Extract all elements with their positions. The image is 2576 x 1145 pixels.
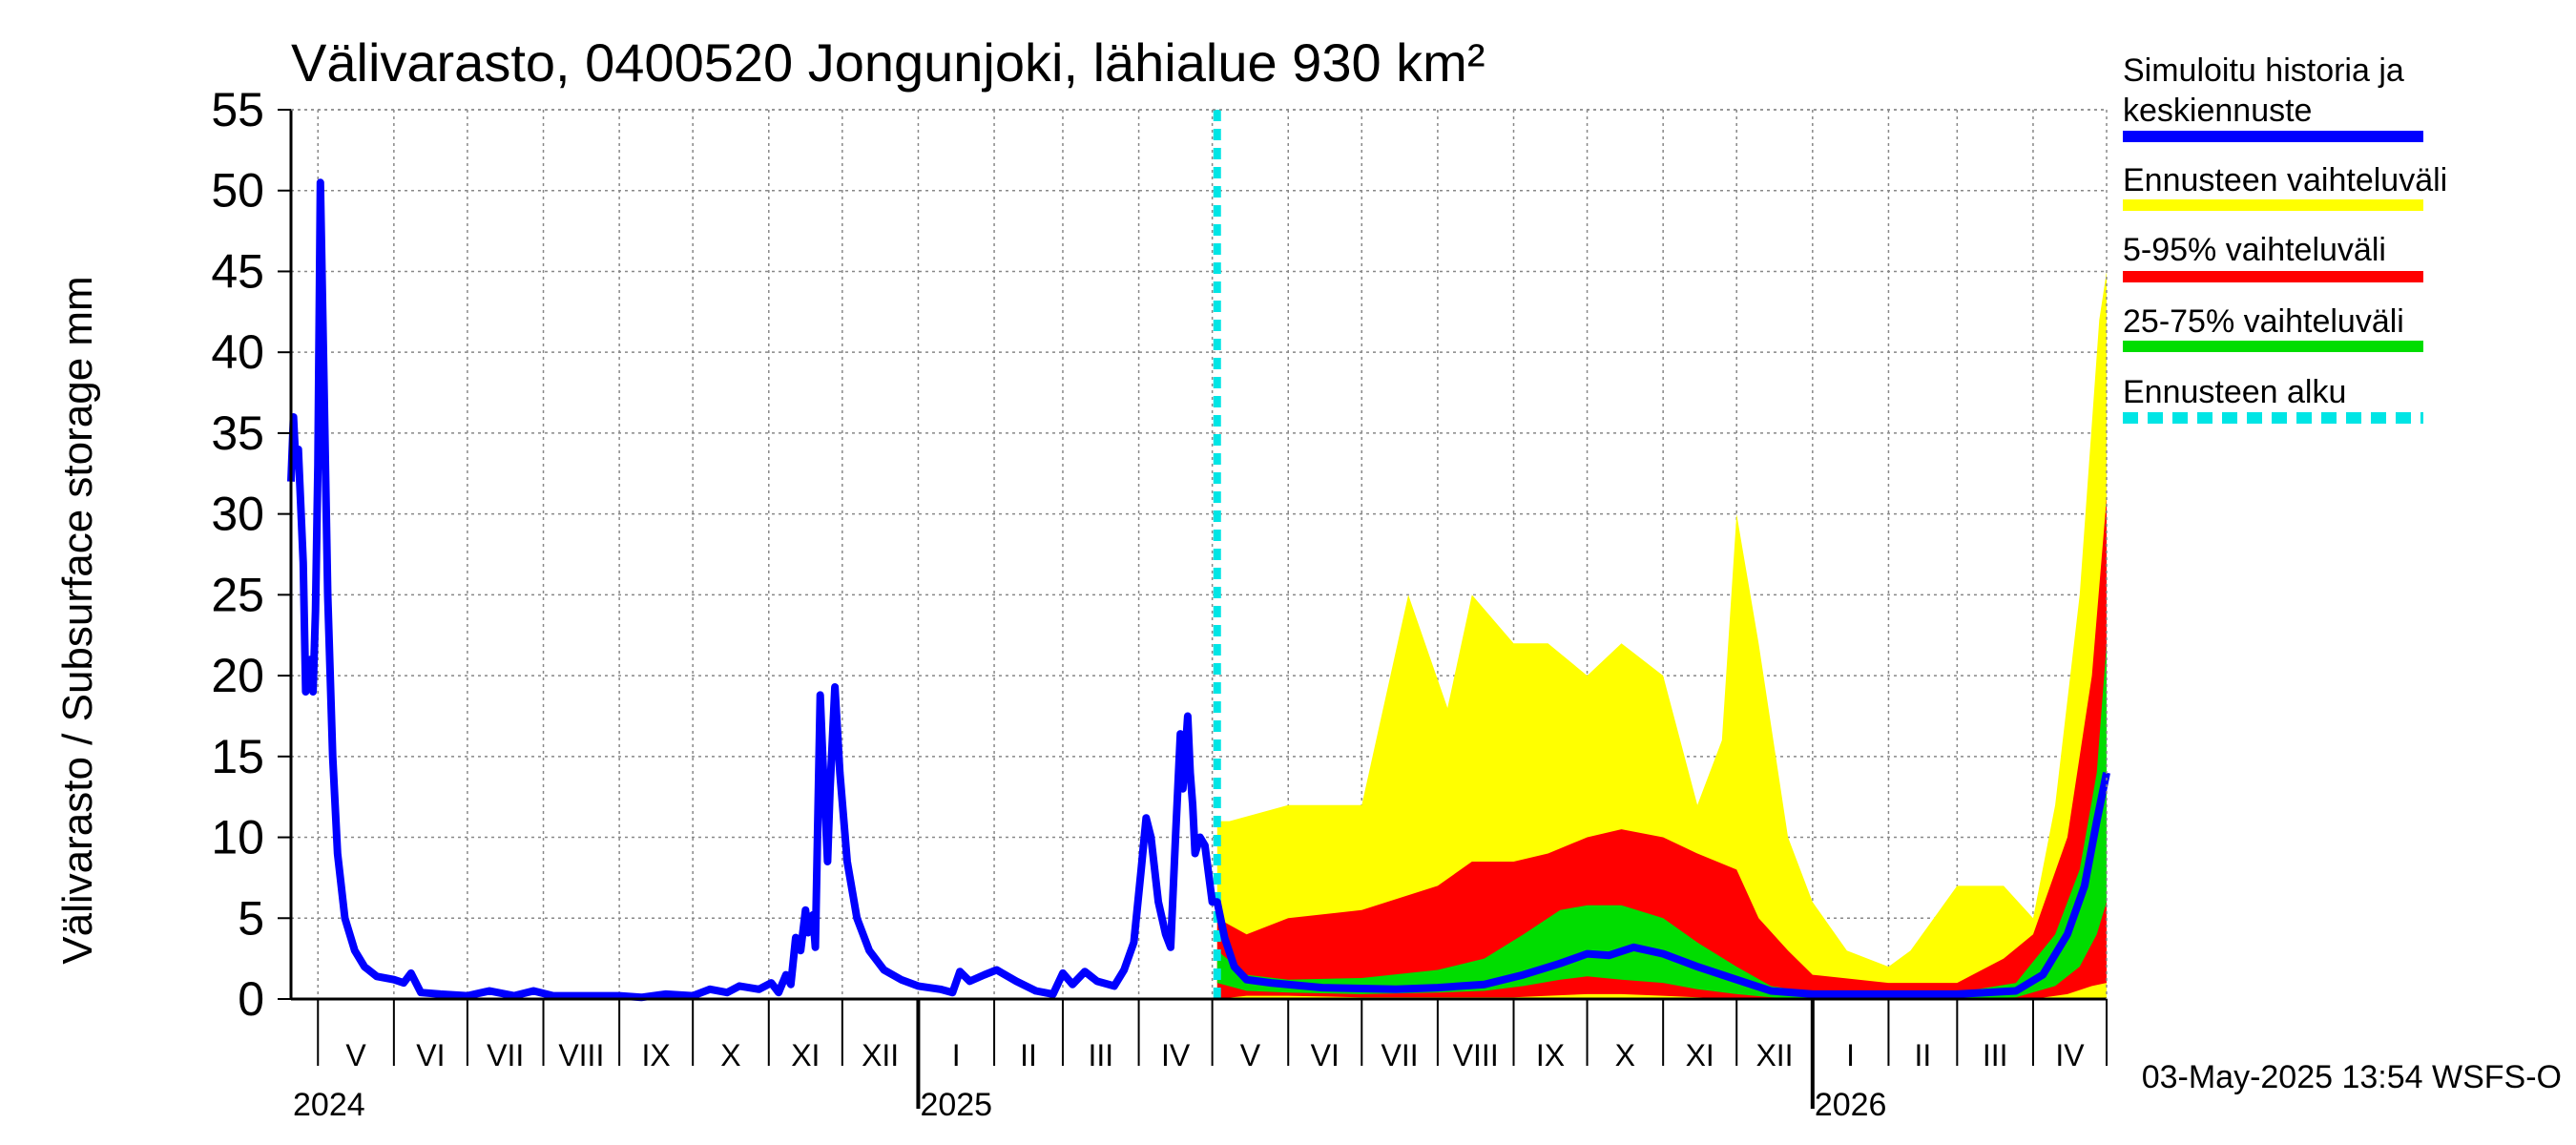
month-label: IX (1536, 1038, 1565, 1072)
month-label: XI (791, 1038, 820, 1072)
legend-label: Ennusteen vaihteluväli (2123, 162, 2447, 198)
month-label: II (1914, 1038, 1931, 1072)
legend: Simuloitu historia ja keskiennuste Ennuste… (2123, 52, 2447, 424)
grid (291, 109, 2107, 999)
y-tick-label: 35 (211, 406, 264, 460)
forecast-bands (1216, 271, 2107, 999)
month-label: V (1240, 1038, 1261, 1072)
plot-area (291, 110, 2107, 999)
legend-item: Ennusteen alku (2123, 374, 2423, 424)
band-25-75-vaihteluv-li (1216, 643, 2107, 999)
y-ticks: 0 5 10 15 20 25 30 35 40 45 50 55 (211, 83, 291, 1026)
y-tick-label: 45 (211, 244, 264, 298)
y-tick-label: 10 (211, 811, 264, 864)
year-label: 2024 (293, 1087, 365, 1123)
month-label: VI (416, 1038, 445, 1072)
y-tick-label: 5 (238, 891, 264, 945)
y-axis-label: Välivarasto / Subsurface storage mm (54, 276, 101, 964)
band-5-95-vaihteluv-li (1216, 497, 2107, 999)
month-label: IV (2055, 1038, 2085, 1072)
series-line-simulated (287, 178, 2110, 1002)
legend-label: keskiennuste (2123, 93, 2312, 129)
x-labels: V VI VII VIII IX X XI XII I II III IV V VI VII VIII IX X X… (293, 1038, 2085, 1123)
month-label: VII (487, 1038, 524, 1072)
y-tick-label: 25 (211, 568, 264, 621)
legend-label: Simuloitu historia ja (2123, 52, 2404, 89)
legend-item: 25-75% vaihteluväli (2123, 303, 2423, 352)
month-label: VI (1311, 1038, 1340, 1072)
legend-label: 25-75% vaihteluväli (2123, 303, 2404, 340)
month-label: I (1846, 1038, 1855, 1072)
year-label: 2026 (1815, 1087, 1887, 1123)
month-label: X (720, 1038, 740, 1072)
chart-title: Välivarasto, 0400520 Jongunjoki, lähialu… (291, 32, 1485, 93)
y-tick-label: 20 (211, 649, 264, 702)
series-lines (287, 110, 2110, 1002)
y-tick-label: 55 (211, 83, 264, 136)
legend-item: Ennusteen vaihteluväli (2123, 162, 2447, 211)
month-label: XII (1755, 1038, 1793, 1072)
legend-item: 5-95% vaihteluväli (2123, 232, 2423, 282)
month-label: X (1615, 1038, 1635, 1072)
legend-label: 5-95% vaihteluväli (2123, 232, 2386, 268)
month-label: VII (1381, 1038, 1419, 1072)
month-label: IX (642, 1038, 671, 1072)
month-label: VIII (1453, 1038, 1499, 1072)
y-tick-label: 30 (211, 488, 264, 541)
month-label: XI (1686, 1038, 1714, 1072)
month-label: IV (1161, 1038, 1191, 1072)
y-tick-label: 50 (211, 164, 264, 218)
month-label: II (1020, 1038, 1037, 1072)
y-tick-label: 40 (211, 325, 264, 379)
month-label: V (345, 1038, 366, 1072)
year-label: 2025 (920, 1087, 992, 1123)
month-label: III (1088, 1038, 1113, 1072)
legend-label: Ennusteen alku (2123, 374, 2346, 410)
band-ennusteen-vaihteluv-li (1216, 271, 2107, 999)
month-label: XII (862, 1038, 899, 1072)
y-tick-label: 15 (211, 730, 264, 783)
month-label: I (952, 1038, 961, 1072)
month-label: III (1983, 1038, 2008, 1072)
footer-timestamp: 03-May-2025 13:54 WSFS-O (2142, 1059, 2562, 1095)
month-label: VIII (558, 1038, 604, 1072)
y-tick-label: 0 (238, 972, 264, 1026)
legend-item: Simuloitu historia ja keskiennuste (2123, 52, 2423, 142)
axes (289, 109, 2108, 1109)
